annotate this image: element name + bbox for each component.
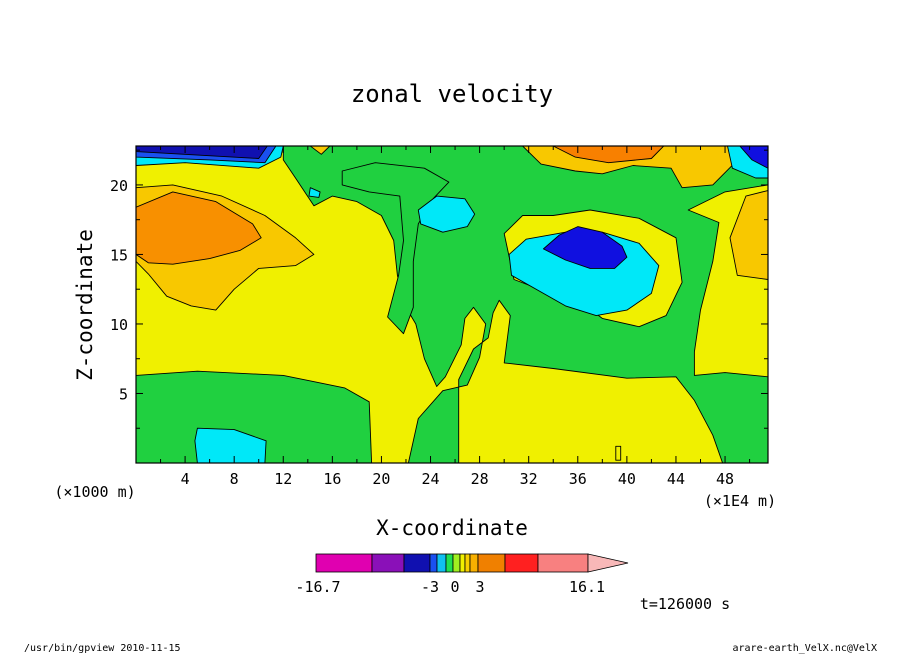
colorbar-min-label: -16.7 [295, 578, 340, 596]
contour-region [308, 187, 321, 198]
colorbar-segment [452, 553, 461, 573]
colorbar [315, 553, 629, 573]
x-tick-label: 12 [274, 470, 292, 488]
x-tick-label: 24 [421, 470, 439, 488]
contour-region [309, 146, 331, 155]
colorbar-arrow [587, 553, 629, 573]
contour-region [552, 146, 665, 164]
contour-region [194, 427, 267, 463]
time-label: t=126000 s [640, 595, 730, 613]
colorbar-segment [477, 553, 506, 573]
footer-left: /usr/bin/gpview 2010-11-15 [24, 643, 181, 654]
x-tick-label: 48 [716, 470, 734, 488]
footer-right: arare-earth_VelX.nc@VelX [733, 643, 878, 654]
x-tick-label: 20 [372, 470, 390, 488]
contour-plot [136, 146, 768, 463]
y-tick-label: 20 [110, 177, 128, 195]
colorbar-segment [371, 553, 405, 573]
x-tick-label: 28 [471, 470, 489, 488]
contour-region [417, 195, 476, 233]
y-tick-label: 15 [110, 246, 128, 264]
x-tick-label: 44 [667, 470, 685, 488]
contour-region [729, 190, 768, 280]
x-tick-label: 16 [323, 470, 341, 488]
colorbar-segment [459, 553, 466, 573]
colorbar-max-label: 16.1 [569, 578, 605, 596]
colorbar-tick-label: -3 [421, 578, 439, 596]
x-tick-label: 32 [520, 470, 538, 488]
contour-region [615, 445, 622, 461]
y-tick-label: 10 [110, 316, 128, 334]
contour-region [739, 146, 768, 169]
contour-region [341, 162, 450, 335]
colorbar-tick-label: 3 [475, 578, 484, 596]
x-units-right: (×1E4 m) [704, 492, 776, 510]
colorbar-segment [537, 553, 589, 573]
x-tick-label: 4 [181, 470, 190, 488]
x-tick-label: 36 [569, 470, 587, 488]
x-axis-label: X-coordinate [376, 516, 528, 540]
y-axis-label: Z-coordinate [73, 229, 97, 381]
colorbar-segment [464, 553, 471, 573]
y-tick-label: 5 [119, 385, 128, 403]
colorbar-ticks: -3 0 3 [421, 578, 485, 596]
contour-region [542, 226, 628, 269]
chart-title: zonal velocity [351, 80, 553, 108]
colorbar-tick-label: 0 [450, 578, 459, 596]
x-tick-label: 40 [618, 470, 636, 488]
colorbar-segment [436, 553, 447, 573]
contour-region [136, 191, 262, 265]
colorbar-segment [469, 553, 479, 573]
plot-frame [135, 145, 769, 464]
colorbar-segment [429, 553, 438, 573]
x-tick-label: 8 [230, 470, 239, 488]
colorbar-segment [315, 553, 373, 573]
x-axis: 4 8 12 16 20 24 28 32 36 40 44 48 [160, 146, 751, 488]
colorbar-segment [403, 553, 431, 573]
colorbar-segment [504, 553, 539, 573]
colorbar-segment [445, 553, 454, 573]
x-units-left: (×1000 m) [54, 483, 135, 501]
y-axis: 5 10 15 20 [110, 149, 768, 429]
